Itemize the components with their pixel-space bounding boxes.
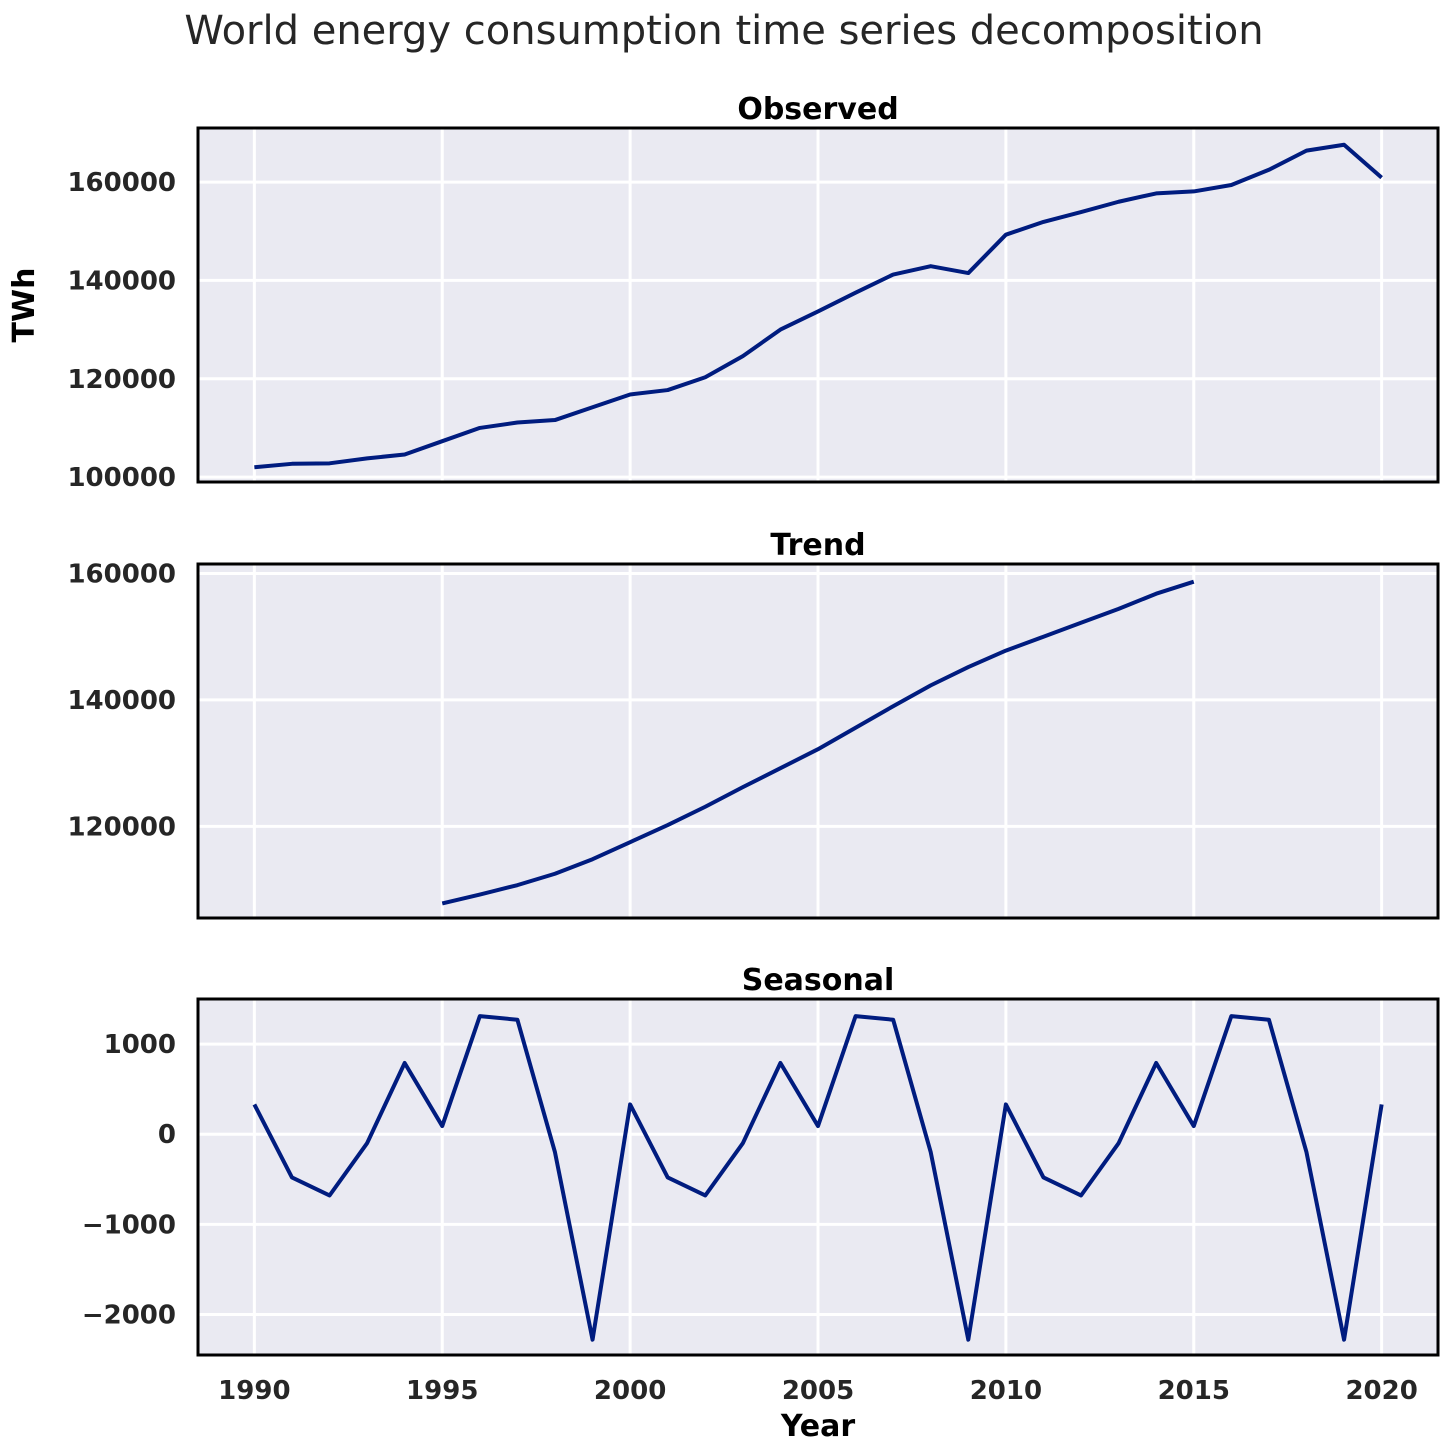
- y-tick-label: 140000: [67, 686, 176, 716]
- y-tick-label: 120000: [67, 812, 176, 842]
- y-tick-label: 1000: [104, 1030, 176, 1060]
- y-tick-label: 160000: [67, 559, 176, 589]
- series-line-observed: [254, 142, 1383, 470]
- x-tick-label: 2010: [970, 1376, 1042, 1406]
- panel-observed: 100000 120000 140000 160000 Observed: [67, 92, 1440, 493]
- panel-frame: [196, 562, 1440, 920]
- x-tick-label: 1995: [406, 1376, 478, 1406]
- y-tick-label: 0: [158, 1120, 176, 1150]
- panel-trend: 120000 140000 160000 Trend: [67, 528, 1440, 920]
- y-tick-label: 160000: [67, 168, 176, 198]
- panels: 100000 120000 140000 160000 Observed 120000 14…: [67, 92, 1440, 1357]
- panel-seasonal: −2000 −1000 0 1000 Seasonal: [82, 963, 1440, 1357]
- x-tick-label: 2020: [1345, 1376, 1417, 1406]
- x-tick-label: 2005: [782, 1376, 854, 1406]
- y-axis-label: TWh: [7, 268, 42, 343]
- y-tick-label: 120000: [67, 365, 176, 395]
- series-line-trend: [441, 579, 1195, 906]
- panel-frame: [196, 997, 1440, 1357]
- chart-title: World energy consumption time series dec…: [184, 8, 1263, 54]
- x-axis-label: Year: [780, 1409, 856, 1444]
- panel-title: Seasonal: [742, 963, 895, 998]
- y-tick-label: −2000: [82, 1300, 176, 1330]
- x-tick-label: 1990: [218, 1376, 290, 1406]
- panel-frame: [196, 126, 1440, 484]
- panel-title: Observed: [737, 92, 898, 127]
- x-tick-label: 2000: [594, 1376, 666, 1406]
- x-tick-label: 2015: [1158, 1376, 1230, 1406]
- y-tick-label: 140000: [67, 266, 176, 296]
- panel-title: Trend: [770, 528, 865, 563]
- y-tick-label: −1000: [82, 1210, 176, 1240]
- y-tick-label: 100000: [67, 463, 176, 493]
- x-axis: 1990 1995 2000 2005 2010 2015 2020: [218, 1376, 1418, 1406]
- series-line-seasonal: [252, 1014, 1384, 1342]
